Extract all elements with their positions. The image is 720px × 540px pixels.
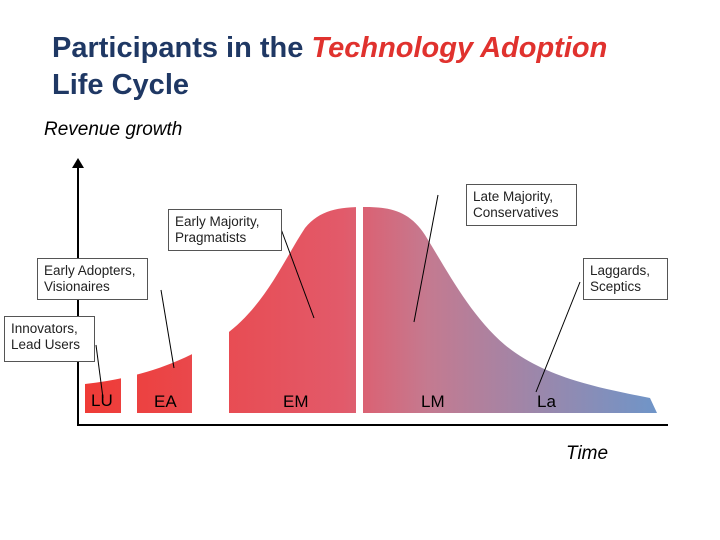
title-suffix: Life Cycle <box>52 69 189 101</box>
segment-label-lu: LU <box>91 391 113 410</box>
y-axis-label: Revenue growth <box>44 119 183 140</box>
callout-early-majority: Early Majority, Pragmatists <box>168 209 282 251</box>
separator-em-lm <box>356 200 363 420</box>
title-prefix: Participants in the <box>52 32 312 64</box>
callout-leaders <box>95 194 581 399</box>
callout-late-majority: Late Majority, Conservatives <box>466 184 577 226</box>
y-axis-arrowhead <box>72 158 84 168</box>
segment-label-ea: EA <box>154 392 177 411</box>
callout-early-adopters: Early Adopters, Visionaires <box>37 258 148 300</box>
leader-early-majority <box>280 228 315 319</box>
leader-early-adopters <box>160 289 175 369</box>
page-title: Participants in the Technology Adoption … <box>52 30 702 104</box>
segment-label-lm: LM <box>421 392 445 411</box>
separator-lu-ea <box>121 340 137 420</box>
leader-innovators <box>95 344 104 399</box>
separator-ea-em <box>192 300 229 420</box>
callout-laggards: Laggards, Sceptics <box>583 258 668 300</box>
segment-separators <box>121 200 363 420</box>
callout-innovators: Innovators, Lead Users <box>4 316 95 362</box>
leader-laggards <box>535 281 581 393</box>
segment-label-la: La <box>537 392 556 411</box>
leader-late-majority <box>413 194 439 323</box>
title-accent: Technology Adoption <box>311 32 608 64</box>
x-axis-label: Time <box>566 443 609 464</box>
segment-label-em: EM <box>283 392 309 411</box>
